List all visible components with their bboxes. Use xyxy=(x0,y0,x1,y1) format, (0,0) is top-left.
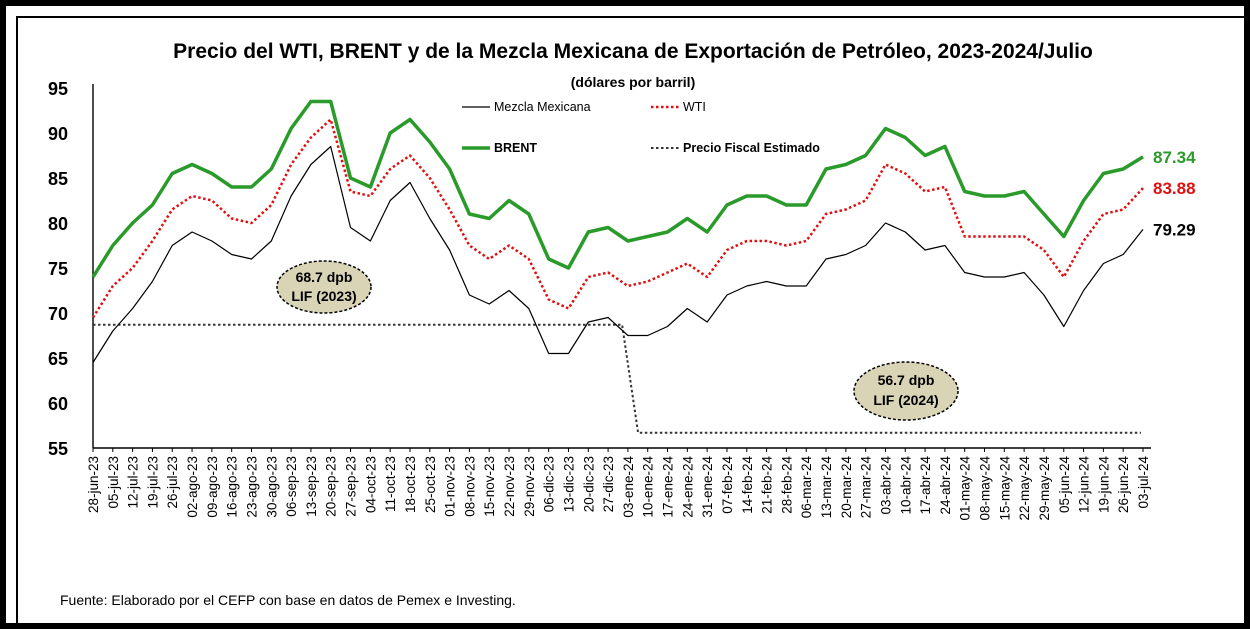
x-tick-label: 20-mar-24 xyxy=(839,456,854,519)
series-line-wti xyxy=(91,118,1144,319)
x-tick-label: 31-ene-24 xyxy=(700,456,715,518)
x-tick-label: 18-oct-23 xyxy=(403,456,418,513)
x-tick-label: 30-ago-23 xyxy=(264,456,279,518)
x-tick-label: 25-oct-23 xyxy=(423,456,438,513)
x-tick-label: 01-nov-23 xyxy=(443,456,458,517)
x-tick-label: 03-ene-24 xyxy=(621,456,636,518)
x-tick-label: 17-abr-24 xyxy=(918,456,933,515)
x-tick-label: 19-jun-24 xyxy=(1096,456,1111,514)
x-tick-label: 20-sep-23 xyxy=(324,456,339,517)
legend-label-mezcla: Mezcla Mexicana xyxy=(494,100,591,114)
x-tick-label: 27-sep-23 xyxy=(344,456,359,517)
series-line-brent xyxy=(91,99,1144,278)
x-tick-label: 13-dic-23 xyxy=(561,456,576,512)
x-tick-label: 17-ene-24 xyxy=(661,456,676,518)
source-note: Fuente: Elaborado por el CEFP con base e… xyxy=(60,592,516,608)
lif-2023-bubble xyxy=(276,260,372,314)
lif-2023-value: 68.7 dpb xyxy=(296,269,353,285)
x-tick-label: 12-jun-24 xyxy=(1077,456,1092,514)
x-tick-label: 02-ago-23 xyxy=(185,456,200,518)
chart-title: Precio del WTI, BRENT y de la Mezcla Mex… xyxy=(173,40,1093,63)
y-tick-label: 85 xyxy=(48,169,68,189)
x-tick-label: 05-jul-23 xyxy=(106,456,121,509)
inner-frame: Precio del WTI, BRENT y de la Mezcla Mex… xyxy=(16,16,1246,625)
x-tick-label: 22-nov-23 xyxy=(502,456,517,517)
y-tick-label: 55 xyxy=(48,439,68,459)
x-tick-label: 24-ene-24 xyxy=(680,456,695,518)
lif-2024-label: LIF (2024) xyxy=(873,392,938,408)
x-tick-label: 19-jul-23 xyxy=(145,456,160,509)
x-tick-label: 20-dic-23 xyxy=(581,456,596,512)
y-tick-label: 65 xyxy=(48,349,68,369)
y-tick-label: 80 xyxy=(48,214,68,234)
x-tick-label: 27-mar-24 xyxy=(859,456,874,519)
x-tick-label: 29-nov-23 xyxy=(522,456,537,517)
y-tick-label: 75 xyxy=(48,259,68,279)
lif-2023-label: LIF (2023) xyxy=(291,288,356,304)
x-tick-label: 23-ago-23 xyxy=(244,456,259,518)
x-tick-label: 28-feb-24 xyxy=(779,456,794,514)
chart-subtitle: (dólares por barril) xyxy=(570,74,696,90)
y-tick-label: 90 xyxy=(48,124,68,144)
x-tick-label: 15-may-24 xyxy=(997,456,1012,521)
x-tick-label: 11-oct-23 xyxy=(383,456,398,512)
x-tick-label: 07-feb-24 xyxy=(720,456,735,514)
x-tick-label: 10-abr-24 xyxy=(898,456,913,515)
x-tick-label: 22-may-24 xyxy=(1017,456,1032,521)
x-tick-label: 26-jul-23 xyxy=(165,456,180,509)
x-tick-label: 04-oct-23 xyxy=(363,456,378,513)
legend-label-fiscal: Precio Fiscal Estimado xyxy=(683,141,820,155)
x-tick-label: 01-may-24 xyxy=(958,456,973,521)
end-label-wti: 83.88 xyxy=(1153,179,1196,198)
y-tick-label: 70 xyxy=(48,304,68,324)
x-tick-label: 27-dic-23 xyxy=(601,456,616,512)
x-tick-label: 06-mar-24 xyxy=(799,456,814,519)
x-tick-label: 08-may-24 xyxy=(978,456,993,521)
legend-label-brent: BRENT xyxy=(494,141,537,155)
x-tick-label: 10-ene-24 xyxy=(641,456,656,518)
legend: Mezcla Mexicana WTI BRENT Precio Fiscal … xyxy=(462,100,820,155)
lif-2024-value: 56.7 dpb xyxy=(878,372,935,388)
x-tick-label: 13-sep-23 xyxy=(304,456,319,517)
series-line-mezcla-mexicana xyxy=(92,145,1144,363)
y-tick-label: 60 xyxy=(48,394,68,414)
x-tick-label: 29-may-24 xyxy=(1037,456,1052,521)
x-tick-label: 06-dic-23 xyxy=(542,456,557,512)
x-tick-label: 05-jun-24 xyxy=(1057,456,1072,514)
series-line-precio-fiscal xyxy=(93,323,1141,434)
x-tick-label: 15-nov-23 xyxy=(482,456,497,517)
x-tick-label: 28-jun-23 xyxy=(86,456,101,513)
x-tick-label: 12-jul-23 xyxy=(126,456,141,509)
x-tick-label: 08-nov-23 xyxy=(462,456,477,517)
x-tick-label: 09-ago-23 xyxy=(205,456,220,518)
x-tick-label: 13-mar-24 xyxy=(819,456,834,519)
x-tick-label: 14-feb-24 xyxy=(740,456,755,514)
x-tick-label: 03-abr-24 xyxy=(878,456,893,515)
y-tick-label: 95 xyxy=(48,79,68,99)
x-tick-label: 16-ago-23 xyxy=(225,456,240,518)
x-tick-label: 21-feb-24 xyxy=(760,456,775,514)
x-tick-label: 03-jul-24 xyxy=(1136,456,1151,509)
x-tick-label: 24-abr-24 xyxy=(938,456,953,515)
end-label-mezcla: 79.29 xyxy=(1153,220,1196,239)
legend-label-wti: WTI xyxy=(683,100,706,114)
x-tick-label: 06-sep-23 xyxy=(284,456,299,517)
x-tick-label: 26-jun-24 xyxy=(1116,456,1131,514)
lif-2024-bubble xyxy=(853,361,959,421)
end-label-brent: 87.34 xyxy=(1153,148,1196,167)
